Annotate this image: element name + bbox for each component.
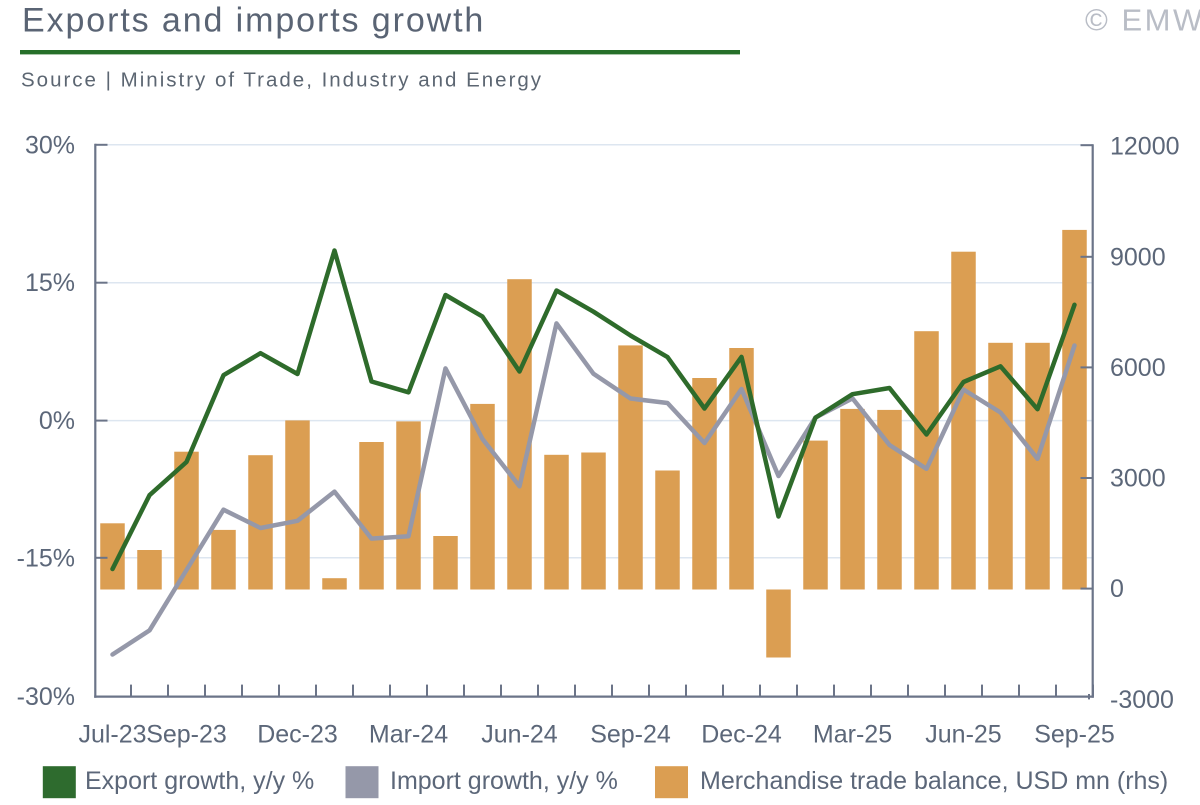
svg-text:6000: 6000 [1110, 354, 1166, 382]
svg-text:9000: 9000 [1110, 243, 1166, 271]
svg-text:15%: 15% [25, 269, 75, 297]
svg-text:Dec-24: Dec-24 [701, 721, 782, 749]
svg-text:Export growth, y/y %: Export growth, y/y % [85, 767, 314, 795]
svg-text:30%: 30% [25, 131, 75, 159]
svg-text:Mar-24: Mar-24 [369, 721, 448, 749]
svg-text:Sep-24: Sep-24 [590, 721, 671, 749]
svg-text:Source | Ministry of Trade, In: Source | Ministry of Trade, Industry and… [21, 69, 543, 92]
svg-text:Merchandise trade balance, USD: Merchandise trade balance, USD mn (rhs) [700, 767, 1168, 795]
svg-text:-30%: -30% [17, 683, 75, 711]
svg-text:Sep-25: Sep-25 [1034, 721, 1115, 749]
svg-text:Jul-23: Jul-23 [78, 721, 146, 749]
svg-text:0%: 0% [39, 407, 75, 435]
svg-text:Import growth, y/y %: Import growth, y/y % [390, 767, 618, 795]
svg-text:Sep-23: Sep-23 [146, 721, 227, 749]
svg-text:Exports and imports growth: Exports and imports growth [22, 2, 485, 40]
svg-text:-3000: -3000 [1110, 686, 1174, 714]
svg-text:-15%: -15% [17, 544, 75, 572]
svg-text:0: 0 [1110, 575, 1124, 603]
svg-text:3000: 3000 [1110, 465, 1166, 493]
svg-text:12000: 12000 [1110, 133, 1180, 161]
svg-text:Dec-23: Dec-23 [257, 721, 338, 749]
svg-text:Mar-25: Mar-25 [813, 721, 892, 749]
svg-text:© EMW: © EMW [1085, 3, 1200, 38]
svg-text:Jun-24: Jun-24 [481, 721, 558, 749]
svg-text:Jun-25: Jun-25 [925, 721, 1001, 749]
